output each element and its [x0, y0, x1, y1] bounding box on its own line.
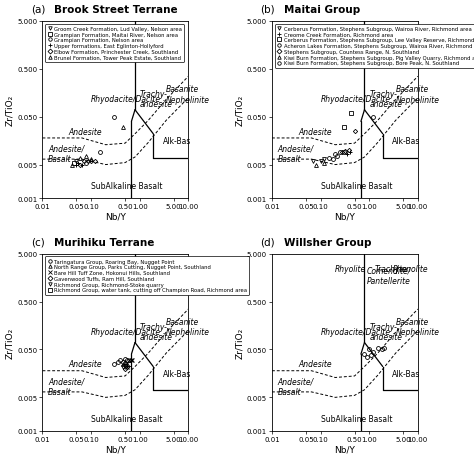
Y-axis label: Zr/TiO₂: Zr/TiO₂ [6, 327, 15, 358]
Text: Rhyodacite/Dacite: Rhyodacite/Dacite [320, 95, 391, 104]
X-axis label: Nb/Y: Nb/Y [335, 212, 356, 221]
X-axis label: Nb/Y: Nb/Y [105, 212, 126, 221]
Text: Andesite/
Basalt: Andesite/ Basalt [277, 377, 314, 396]
Text: Trachy-
andesite: Trachy- andesite [369, 322, 402, 341]
Text: Trachyte: Trachyte [145, 32, 178, 41]
Text: Andesite: Andesite [299, 359, 332, 369]
Y-axis label: Zr/TiO₂: Zr/TiO₂ [235, 95, 244, 126]
Text: Basanite
Nephelinite: Basanite Nephelinite [396, 317, 440, 336]
Text: SubAlkaline Basalt: SubAlkaline Basalt [91, 182, 163, 191]
Text: Alk-Bas: Alk-Bas [163, 137, 191, 146]
Text: Andesite/
Basalt: Andesite/ Basalt [48, 145, 84, 164]
Y-axis label: Zr/TiO₂: Zr/TiO₂ [6, 95, 15, 126]
Text: Andesite/
Basalt: Andesite/ Basalt [277, 145, 314, 164]
X-axis label: Nb/Y: Nb/Y [335, 444, 356, 453]
Text: Andesite: Andesite [69, 127, 102, 136]
Y-axis label: Zr/TiO₂: Zr/TiO₂ [235, 327, 244, 358]
Text: Murihiku Terrane: Murihiku Terrane [54, 237, 155, 247]
Text: Andesite: Andesite [299, 127, 332, 136]
Text: (d): (d) [260, 237, 275, 247]
Text: Basanite
Nephelinite: Basanite Nephelinite [396, 85, 440, 104]
Text: SubAlkaline Basalt: SubAlkaline Basalt [320, 182, 392, 191]
Text: (b): (b) [260, 5, 275, 15]
Text: Trachy-
andesite: Trachy- andesite [369, 90, 402, 109]
Legend: Cerberus Formation, Stephens Subgroup, Wairoa River, Richmond area, Creome Creek: Cerberus Formation, Stephens Subgroup, W… [274, 25, 474, 68]
Text: Rhyolite: Rhyolite [335, 32, 366, 41]
Text: Rhyodacite/Dacite: Rhyodacite/Dacite [91, 95, 161, 104]
Text: Trachyte: Trachyte [375, 264, 408, 273]
Text: Phonolite: Phonolite [392, 264, 428, 273]
Text: Basanite
Nephelinite: Basanite Nephelinite [166, 85, 210, 104]
Legend: Taringatura Group, Roaring Bay, Nugget Point, North Range Group, Parks Cutting, : Taringatura Group, Roaring Bay, Nugget P… [45, 257, 249, 295]
Legend: Groom Creek Formation, Lud Valley, Nelson area, Grampian Formation, Maitai River: Groom Creek Formation, Lud Valley, Nelso… [45, 25, 184, 63]
Text: (a): (a) [31, 5, 45, 15]
X-axis label: Nb/Y: Nb/Y [105, 444, 126, 453]
Text: Rhyolite: Rhyolite [106, 32, 137, 41]
Text: Alk-Bas: Alk-Bas [163, 369, 191, 378]
Text: Andesite/
Basalt: Andesite/ Basalt [48, 377, 84, 396]
Text: Rhyolite: Rhyolite [106, 264, 137, 273]
Text: SubAlkaline Basalt: SubAlkaline Basalt [91, 414, 163, 423]
Text: (c): (c) [31, 237, 45, 247]
Text: Willsher Group: Willsher Group [283, 237, 371, 247]
Text: SubAlkaline Basalt: SubAlkaline Basalt [320, 414, 392, 423]
Text: Basanite
Nephelinite: Basanite Nephelinite [166, 317, 210, 336]
Text: Trachyte: Trachyte [145, 264, 178, 273]
Text: Maitai Group: Maitai Group [283, 5, 360, 15]
Text: Brook Street Terrane: Brook Street Terrane [54, 5, 178, 15]
Text: Alk-Bas: Alk-Bas [392, 369, 421, 378]
Text: Comendite/
Pantellerite: Comendite/ Pantellerite [366, 266, 411, 285]
Text: Rhyolite: Rhyolite [335, 264, 366, 273]
Text: Alk-Bas: Alk-Bas [392, 137, 421, 146]
Text: Andesite: Andesite [69, 359, 102, 369]
Text: Trachy-
andesite: Trachy- andesite [140, 322, 173, 341]
Text: Trachy-
andesite: Trachy- andesite [140, 90, 173, 109]
Text: Rhyodacite/Dacite: Rhyodacite/Dacite [91, 327, 161, 336]
Text: Trachyte: Trachyte [375, 32, 408, 41]
Text: Rhyodacite/Dacite: Rhyodacite/Dacite [320, 327, 391, 336]
